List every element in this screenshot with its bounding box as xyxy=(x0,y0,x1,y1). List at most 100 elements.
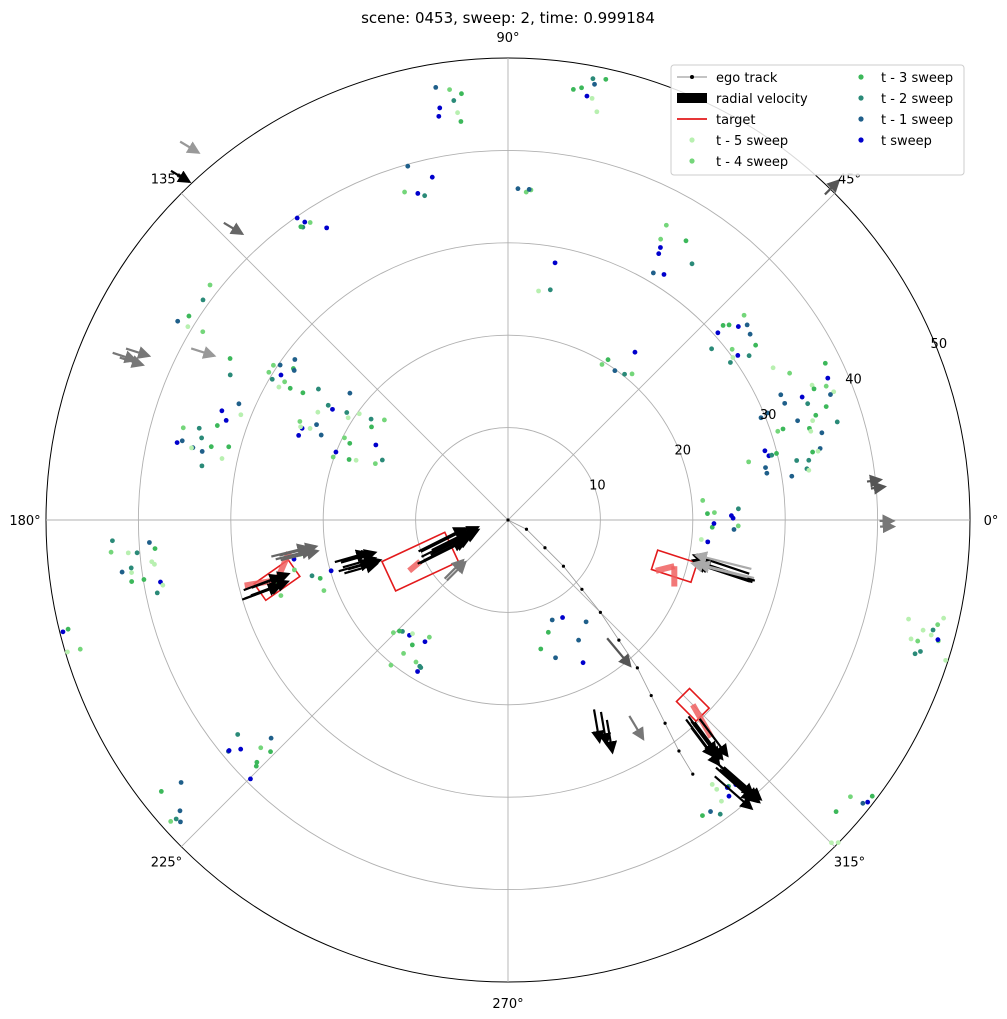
sweep-point xyxy=(330,406,335,412)
ego-track xyxy=(506,518,695,776)
sweep-point xyxy=(553,655,558,661)
sweep-point xyxy=(658,236,664,242)
angular-gridline xyxy=(180,192,509,521)
theta-tick-label: 225° xyxy=(151,856,182,871)
sweep-point xyxy=(580,660,586,666)
sweep-point xyxy=(908,636,914,642)
sweep-point xyxy=(658,245,663,250)
sweep-point xyxy=(764,470,770,476)
sweep-point xyxy=(700,813,705,819)
legend-label: radial velocity xyxy=(716,92,808,107)
sweep-point xyxy=(834,419,840,425)
sweep-point xyxy=(307,220,313,225)
sweep-point xyxy=(860,800,866,806)
sweep-point xyxy=(129,570,134,575)
polar-tick-labels: 0° 45° 90° 135° 180° 225° 270° 315° 10 20 30 40 50 xyxy=(9,31,998,1012)
ego-track-point xyxy=(691,772,695,776)
legend-label: t - 4 sweep xyxy=(716,155,788,170)
sweep-point xyxy=(741,312,747,318)
velocity-arrow xyxy=(714,775,754,811)
sweep-point xyxy=(726,793,732,799)
sweep-points xyxy=(60,76,949,846)
sweep-point xyxy=(227,372,233,378)
legend-label: t - 3 sweep xyxy=(881,71,953,86)
velocity-arrow xyxy=(690,559,748,579)
legend-label: t - 2 sweep xyxy=(881,92,953,107)
sweep-point xyxy=(714,786,720,792)
sweep-point xyxy=(207,282,213,288)
sweep-point xyxy=(599,362,605,367)
sweep-point xyxy=(248,776,253,782)
velocity-arrow xyxy=(190,346,217,359)
sweep-point xyxy=(935,637,941,643)
velocity-arrow xyxy=(338,558,374,573)
sweep-point xyxy=(129,579,135,584)
sweep-point xyxy=(730,355,736,360)
legend-label: t sweep xyxy=(881,134,932,149)
sweep-point xyxy=(175,318,181,324)
sweep-point xyxy=(622,371,627,377)
sweep-point xyxy=(536,288,541,294)
sweep-point xyxy=(199,463,205,469)
sweep-point xyxy=(426,634,432,640)
ego-track-point xyxy=(635,666,639,670)
ego-track-point xyxy=(598,610,603,615)
sweep-point xyxy=(590,76,596,82)
sweep-point xyxy=(401,651,406,656)
sweep-point xyxy=(810,418,816,424)
sweep-point xyxy=(709,524,715,530)
sweep-point xyxy=(298,424,303,430)
sweep-point xyxy=(269,376,275,382)
ego-track-point xyxy=(617,638,621,642)
sweep-point xyxy=(318,432,324,438)
sweep-point xyxy=(268,749,273,755)
sweep-point xyxy=(433,85,439,90)
sweep-point xyxy=(317,575,323,581)
sweep-point xyxy=(108,549,114,555)
sweep-point xyxy=(594,109,600,115)
theta-tick-label: 135° xyxy=(151,172,182,187)
sweep-point xyxy=(735,506,741,512)
sweep-point xyxy=(77,646,83,652)
sweep-point xyxy=(823,404,829,410)
sweep-point xyxy=(185,324,191,330)
sweep-point xyxy=(409,642,415,648)
velocity-arrow xyxy=(628,715,645,741)
sweep-point xyxy=(405,163,411,169)
legend-swatch xyxy=(677,93,707,103)
sweep-point xyxy=(806,467,812,473)
sweep-point xyxy=(560,615,565,620)
r-tick-label: 30 xyxy=(760,408,777,423)
sweep-point xyxy=(402,189,407,195)
sweep-point xyxy=(356,411,362,417)
chart-title: scene: 0453, sweep: 2, time: 0.999184 xyxy=(361,9,655,27)
sweep-point xyxy=(429,174,435,180)
sweep-point xyxy=(570,86,576,92)
sweep-point xyxy=(918,649,923,654)
sweep-point xyxy=(223,417,229,423)
sweep-point xyxy=(64,649,70,655)
sweep-point xyxy=(238,412,244,418)
legend-frame xyxy=(670,64,965,176)
sweep-point xyxy=(538,646,544,652)
velocity-arrow xyxy=(606,637,632,668)
sweep-point xyxy=(717,811,723,817)
sweep-point xyxy=(770,365,776,371)
sweep-point xyxy=(291,368,297,373)
sweep-point xyxy=(928,632,934,638)
sweep-point xyxy=(300,390,306,396)
ego-track-point xyxy=(663,721,667,725)
velocity-arrow xyxy=(420,527,469,553)
ego-track-point xyxy=(506,518,510,522)
sweep-point xyxy=(158,789,164,794)
sweep-point xyxy=(154,590,160,596)
sweep-point xyxy=(584,93,590,99)
sweep-point xyxy=(592,81,597,87)
sweep-point xyxy=(353,457,359,463)
sweep-point xyxy=(689,261,695,267)
legend-swatch xyxy=(858,74,864,80)
sweep-point xyxy=(282,379,288,385)
sweep-point xyxy=(227,356,233,361)
sweep-point xyxy=(324,225,330,231)
sweep-point xyxy=(415,191,421,196)
